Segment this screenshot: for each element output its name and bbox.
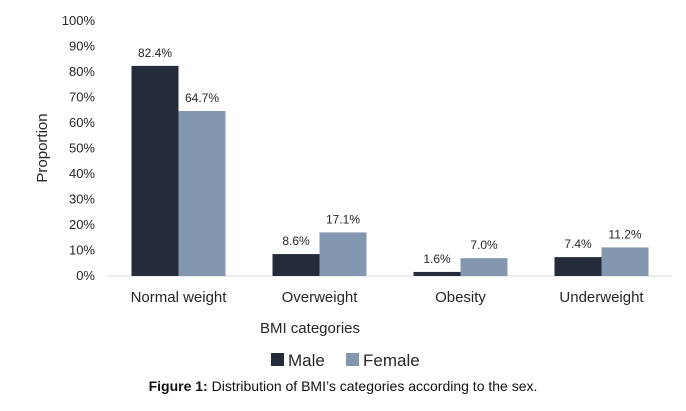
bar-male <box>554 257 602 276</box>
x-category-label: Overweight <box>282 289 359 306</box>
y-tick-label: 80% <box>69 64 95 79</box>
data-label: 17.1% <box>326 212 360 226</box>
data-label: 8.6% <box>282 234 310 248</box>
y-axis-title: Proportion <box>34 113 51 182</box>
y-tick-label: 60% <box>69 115 95 130</box>
data-label: 7.0% <box>470 238 498 252</box>
y-tick-label: 20% <box>69 217 95 232</box>
y-axis-ticks: 0% 10% 20% 30% 40% 50% 60% 70% 80% 90% 100% <box>62 13 96 283</box>
x-category-label: Normal weight <box>131 289 228 306</box>
data-label: 82.4% <box>138 46 172 60</box>
y-tick-label: 30% <box>69 192 95 207</box>
bars: 82.4% 64.7% 8.6% 17.1% 1.6% 7.0% 7.4% 11.2% <box>131 46 649 276</box>
legend-swatch-female <box>346 353 359 366</box>
data-label: 64.7% <box>185 91 219 105</box>
bar-chart: 0% 10% 20% 30% 40% 50% 60% 70% 80% 90% 100% 82.4% 6… <box>34 13 672 370</box>
legend-label-female: Female <box>363 351 420 370</box>
y-tick-label: 70% <box>69 90 95 105</box>
legend-label-male: Male <box>288 351 325 370</box>
bar-female <box>460 258 508 276</box>
y-tick-label: 50% <box>69 141 95 156</box>
figure-caption: Figure 1: Distribution of BMI’s categori… <box>0 378 686 394</box>
data-label: 1.6% <box>423 252 451 266</box>
bar-male <box>413 271 461 276</box>
bar-male <box>131 65 179 276</box>
y-tick-label: 10% <box>69 243 95 258</box>
y-tick-label: 0% <box>76 268 95 283</box>
x-axis-title: BMI categories <box>260 320 360 337</box>
caption-text: Distribution of BMI’s categories accordi… <box>207 378 538 394</box>
data-label: 7.4% <box>564 237 592 251</box>
bar-female <box>601 247 649 276</box>
data-label: 11.2% <box>608 227 641 241</box>
bar-female <box>178 111 226 276</box>
caption-label: Figure 1: <box>148 378 208 394</box>
legend-swatch-male <box>271 353 284 366</box>
category-labels: Normal weight Overweight Obesity Underweigh… <box>131 289 645 306</box>
x-category-label: Obesity <box>435 289 486 306</box>
y-tick-label: 100% <box>62 13 96 28</box>
bar-male <box>272 254 320 276</box>
bar-female <box>319 232 367 276</box>
x-category-label: Underweight <box>559 289 644 306</box>
y-tick-label: 40% <box>69 166 95 181</box>
y-tick-label: 90% <box>69 39 95 54</box>
legend: Male Female <box>271 351 420 370</box>
